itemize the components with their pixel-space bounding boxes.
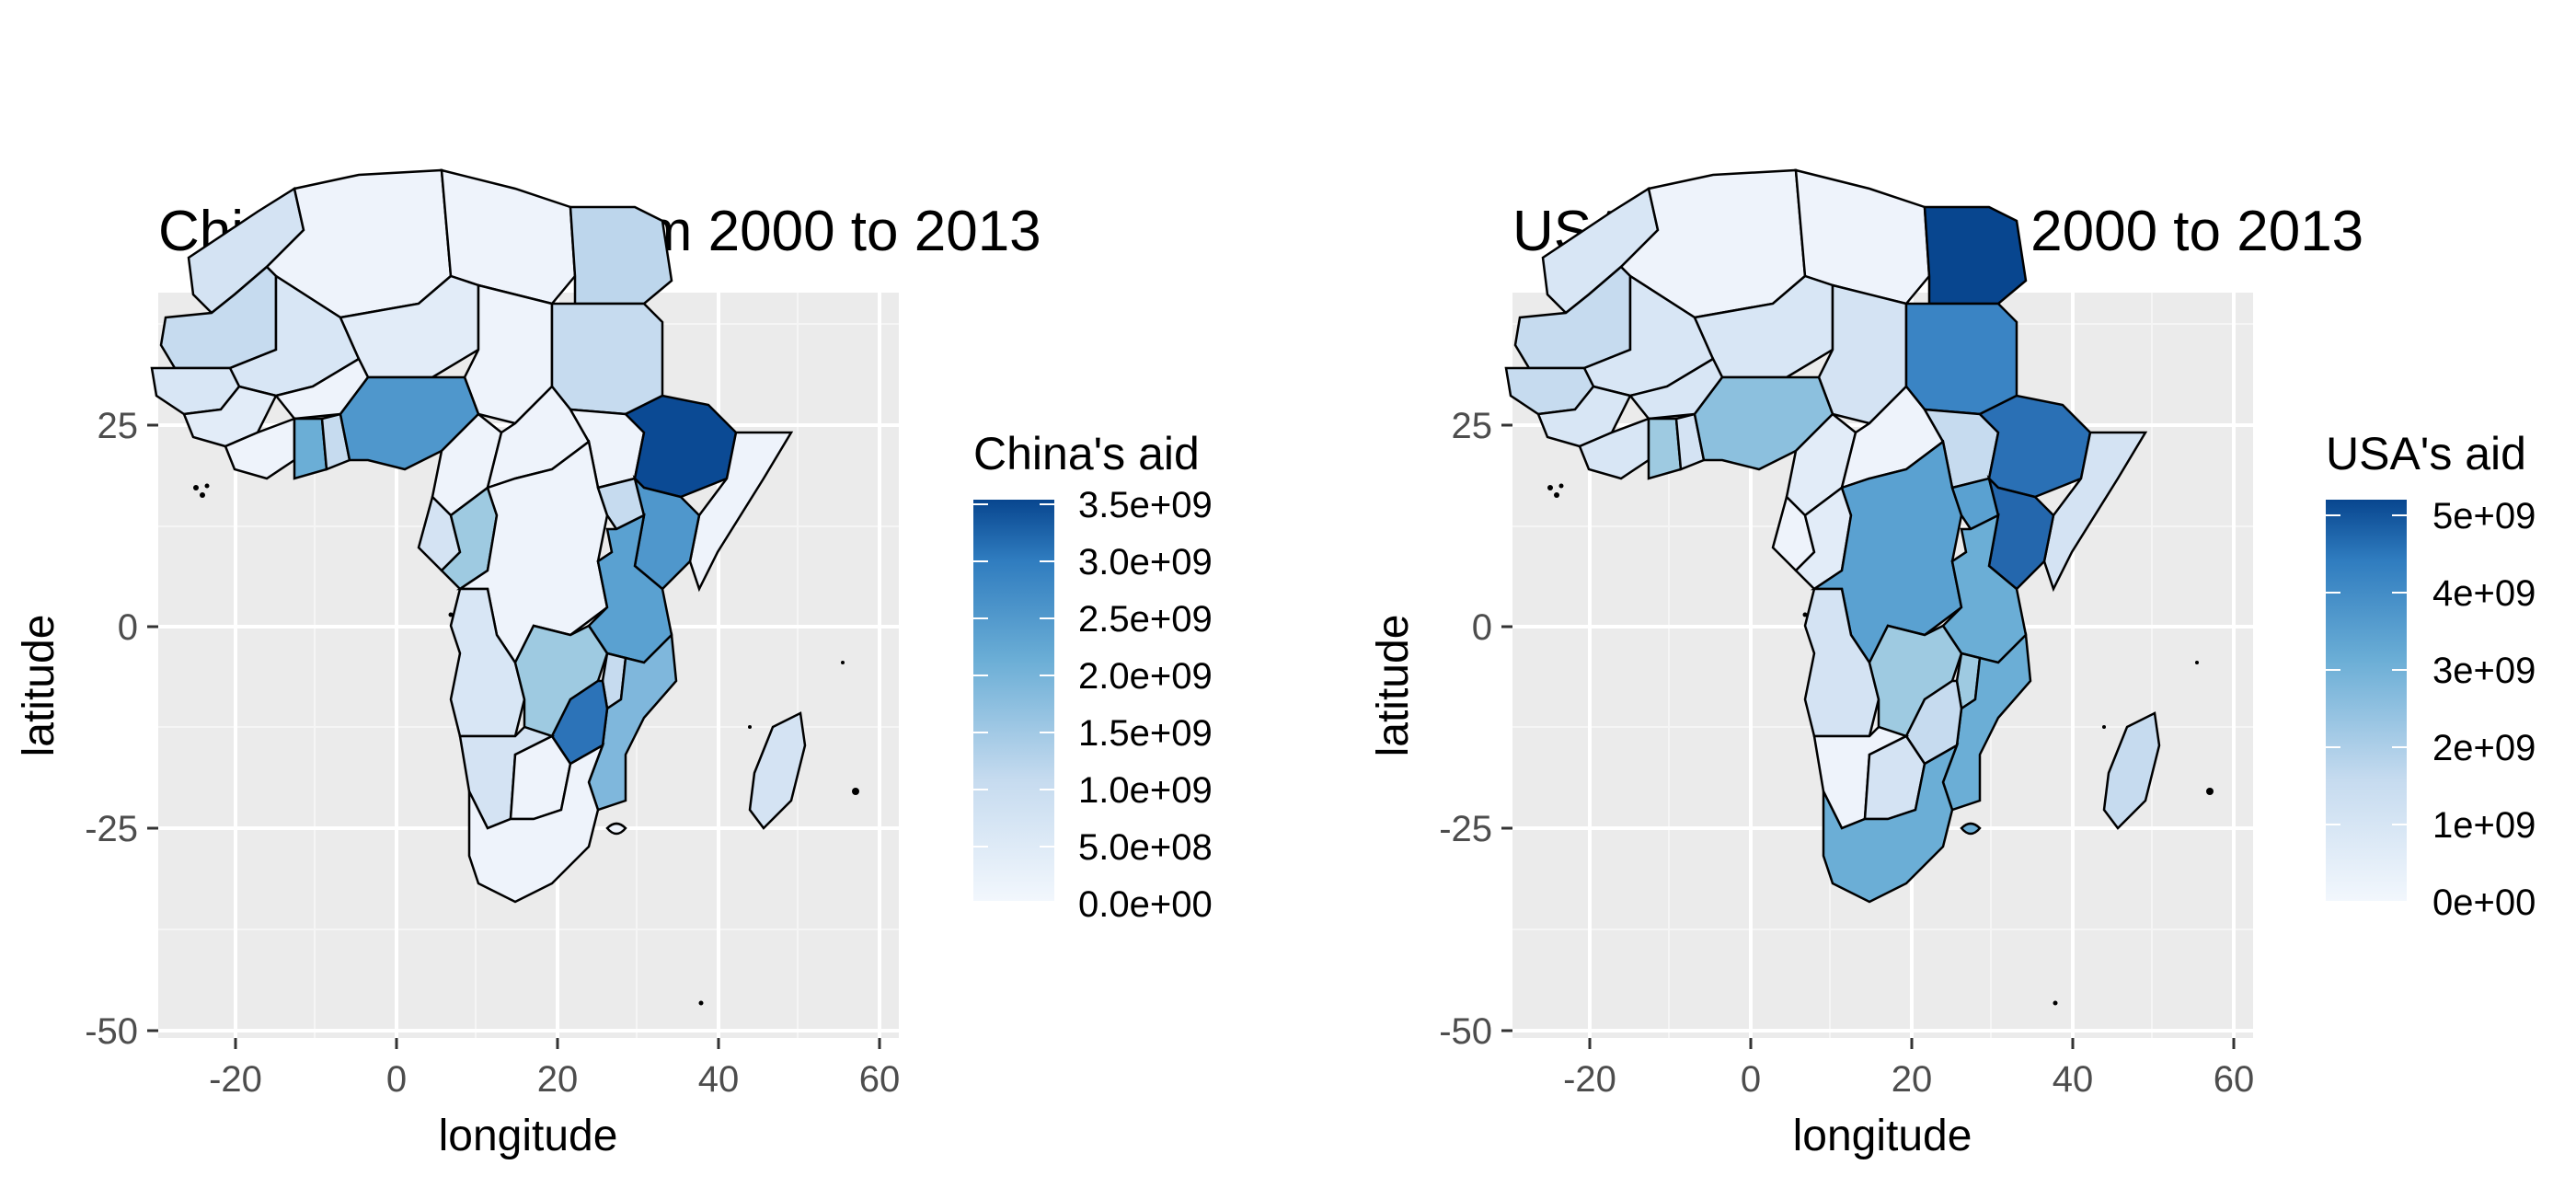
legend-label: 0e+00 (2432, 882, 2536, 923)
legend-label: 2e+09 (2432, 728, 2536, 768)
legend-colorbar (2326, 500, 2407, 901)
region-egypt (569, 205, 673, 306)
legend-label: 3.0e+09 (1078, 542, 1213, 582)
legend-colorbar (973, 500, 1054, 901)
region-sudan (1904, 302, 2018, 416)
islands (1547, 483, 2214, 1006)
africa-map (1504, 168, 2161, 904)
axis-ticks (1501, 423, 2236, 1049)
y-tick-label: -25 (1439, 809, 1492, 849)
x-tick-label: 60 (859, 1059, 901, 1100)
x-tick-label: 0 (1741, 1059, 1761, 1100)
legend-label: 3.5e+09 (1078, 485, 1213, 525)
x-tick-label: 60 (2214, 1059, 2255, 1100)
x-tick-label: -20 (209, 1059, 262, 1100)
x-tick-label: 0 (386, 1059, 407, 1100)
y-tick-label: 0 (118, 607, 138, 648)
legend-label: 3e+09 (2432, 651, 2536, 691)
x-tick-label: 20 (1892, 1059, 1933, 1100)
legend-ticks (2326, 514, 2407, 825)
legend-label: 1e+09 (2432, 805, 2536, 846)
legend-label: 4e+09 (2432, 573, 2536, 614)
x-tick-label: 40 (698, 1059, 740, 1100)
y-tick-label: -25 (85, 809, 138, 849)
islands (193, 483, 859, 1006)
panel-china: China's total aid from 2000 to 2013 (15, 168, 1213, 1160)
legend-label: 1.0e+09 (1078, 770, 1213, 811)
legend-title: China's aid (973, 428, 1200, 479)
x-axis-label: longitude (1793, 1112, 1972, 1160)
x-axis-label: longitude (439, 1112, 618, 1160)
y-tick-label: 0 (1472, 607, 1492, 648)
x-tick-label: -20 (1563, 1059, 1616, 1100)
x-tick-label: 20 (537, 1059, 579, 1100)
legend-label: 5e+09 (2432, 496, 2536, 536)
y-tick-label: 25 (1452, 406, 1493, 446)
legend-label: 0.0e+00 (1078, 884, 1213, 925)
axis-ticks (147, 423, 881, 1049)
y-axis-label: latitude (15, 615, 63, 757)
region-lesotho (1960, 822, 1982, 836)
legend-label: 5.0e+08 (1078, 827, 1213, 868)
y-tick-label: -50 (1439, 1011, 1492, 1052)
legend-ticks (973, 503, 1054, 848)
legend-label: 2.0e+09 (1078, 656, 1213, 697)
africa-map (150, 168, 807, 904)
legend-label: 1.5e+09 (1078, 713, 1213, 754)
x-tick-label: 40 (2053, 1059, 2094, 1100)
region-lesotho (605, 822, 627, 836)
region-egypt (1923, 205, 2028, 306)
legend-label: 2.5e+09 (1078, 599, 1213, 640)
panel-usa: USA's total aid from 2000 to 2013 (1369, 168, 2536, 1160)
y-tick-label: 25 (98, 406, 139, 446)
legend-title: USA's aid (2326, 428, 2526, 479)
y-tick-label: -50 (85, 1011, 138, 1052)
y-axis-label: latitude (1369, 615, 1418, 757)
region-sudan (550, 302, 664, 416)
